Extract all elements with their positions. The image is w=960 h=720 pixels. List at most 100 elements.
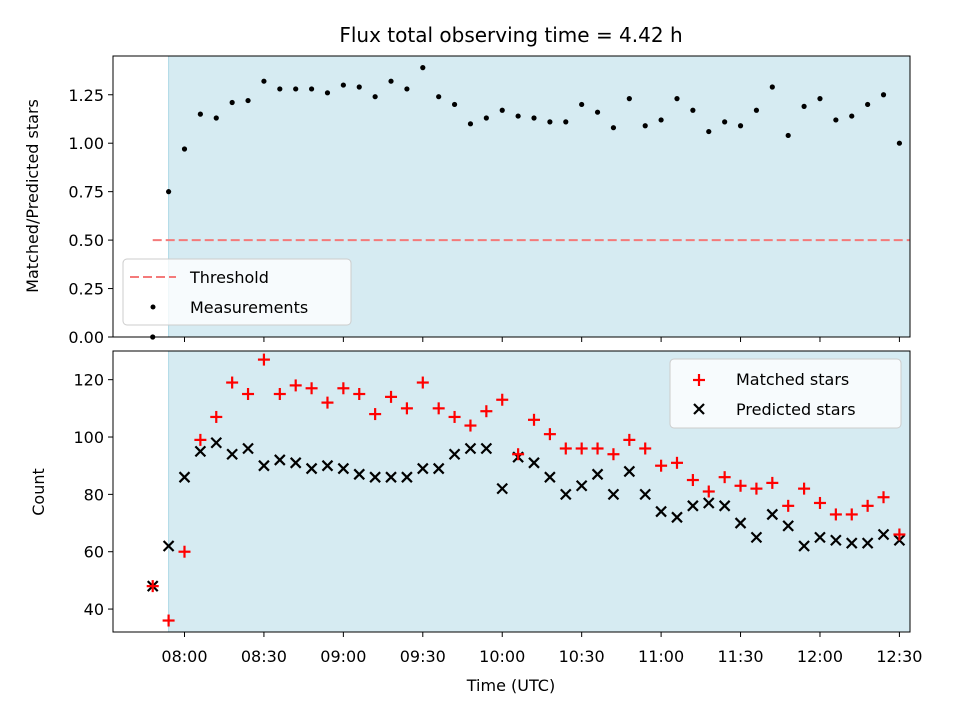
measurement-point — [181, 146, 188, 152]
matched-star-point — [416, 376, 429, 389]
matched-star-point — [861, 499, 874, 512]
predicted-star-point — [210, 436, 223, 449]
predicted-star-point — [226, 448, 238, 461]
measurement-point — [229, 99, 235, 106]
predicted-star-point — [432, 462, 445, 475]
legend-measurements-label: Measurements — [190, 298, 308, 317]
matched-star-point — [273, 388, 286, 401]
matched-star-point — [162, 614, 175, 627]
measurement-point — [642, 123, 648, 129]
predicted-star-point — [289, 457, 302, 469]
y-tick-label: 0.00 — [68, 328, 104, 347]
matched-star-point — [559, 442, 572, 455]
predicted-star-point — [814, 531, 826, 544]
measurement-point — [753, 107, 760, 113]
matched-star-point — [670, 456, 683, 469]
x-tick-label: 11:00 — [638, 647, 684, 666]
ratio-legend-box — [122, 258, 352, 326]
matched-star-point — [607, 448, 620, 461]
predicted-star-point — [369, 471, 381, 483]
y-tick-label: 1.00 — [68, 134, 104, 153]
predicted-star-point — [480, 442, 493, 455]
measurement-point — [594, 109, 601, 115]
predicted-star-point — [766, 508, 779, 521]
ratio-panel: 0.00 0.25 0.50 0.75 1.00 1.25 Matched/Predict… — [23, 55, 911, 347]
x-tick-label: 10:00 — [479, 647, 525, 666]
predicted-star-point — [305, 462, 318, 475]
count-points — [146, 353, 906, 627]
x-tick-label: 12:30 — [876, 647, 922, 666]
legend-threshold-label: Threshold — [189, 268, 269, 287]
x-tick-label: 12:00 — [797, 647, 843, 666]
y-tick-label: 0.75 — [68, 183, 104, 202]
matched-star-point — [369, 408, 382, 421]
measurement-point — [833, 117, 839, 123]
matched-star-point — [623, 433, 636, 446]
count-legend: Matched stars Predicted stars — [669, 358, 902, 429]
matched-star-point — [829, 508, 842, 521]
predicted-star-point — [464, 442, 477, 455]
measurement-point — [579, 101, 585, 108]
matched-star-point — [512, 448, 525, 461]
chart-title: Flux total observing time = 4.42 h — [339, 23, 682, 47]
legend-matched-swatch — [693, 374, 705, 386]
measurement-point — [674, 96, 680, 102]
measurement-point — [706, 128, 712, 135]
measurement-point — [722, 119, 728, 125]
count-x-ticks: 08:00 08:30 09:00 09:30 10:00 10:30 11:00 11:30… — [161, 632, 922, 666]
predicted-star-point — [830, 534, 842, 547]
legend-matched-label: Matched stars — [736, 370, 849, 389]
predicted-star-point — [734, 517, 747, 529]
y-tick-label: 1.25 — [68, 86, 104, 105]
ratio-x-ticks — [183, 337, 900, 342]
matched-star-point — [639, 442, 652, 455]
predicted-star-point — [353, 468, 366, 481]
matched-star-point — [289, 379, 302, 392]
ratio-legend: Threshold Measurements — [122, 258, 352, 326]
legend-predicted-swatch — [693, 403, 705, 415]
measurement-point — [388, 78, 394, 84]
y-tick-label: 100 — [73, 428, 104, 447]
measurement-point — [324, 90, 331, 96]
predicted-star-point — [194, 445, 207, 458]
measurement-point — [436, 94, 442, 100]
measurement-point — [277, 86, 283, 92]
matched-star-point — [496, 393, 509, 406]
x-tick-label: 08:00 — [161, 647, 207, 666]
matched-star-point — [178, 545, 191, 558]
measurement-point — [610, 125, 617, 131]
predicted-star-point — [274, 454, 286, 466]
matched-star-point — [782, 499, 795, 512]
matched-star-point — [194, 433, 207, 446]
matched-star-point — [893, 528, 906, 541]
measurement-point — [737, 123, 744, 129]
matched-star-point — [210, 410, 223, 423]
predicted-star-point — [845, 537, 858, 549]
matched-star-point — [702, 485, 715, 498]
predicted-star-point — [591, 468, 604, 481]
x-tick-label: 09:30 — [400, 647, 446, 666]
legend-predicted-label: Predicted stars — [736, 400, 856, 419]
x-tick-label: 11:30 — [717, 647, 763, 666]
measurement-point — [769, 84, 775, 90]
matched-star-point — [798, 482, 811, 495]
measurement-point — [896, 140, 903, 146]
matched-star-point — [734, 479, 747, 492]
y-tick-label: 0.50 — [68, 231, 104, 250]
matched-star-point — [480, 405, 493, 418]
measurement-point — [626, 96, 632, 102]
ratio-y-ticks: 0.00 0.25 0.50 0.75 1.00 1.25 — [68, 86, 113, 347]
count-legend-box — [669, 358, 902, 429]
matched-star-point — [353, 388, 366, 401]
measurement-point — [261, 78, 267, 84]
predicted-star-point — [321, 459, 334, 472]
measurement-point — [197, 111, 203, 117]
matched-star-point — [146, 580, 159, 593]
predicted-star-point — [242, 442, 254, 455]
matched-star-point — [591, 442, 604, 455]
predicted-star-point — [655, 505, 667, 518]
y-tick-label: 80 — [84, 485, 104, 504]
predicted-star-point — [544, 471, 556, 483]
measurement-point — [213, 115, 219, 121]
